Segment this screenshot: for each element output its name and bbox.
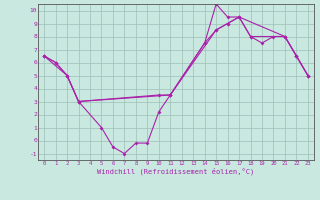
X-axis label: Windchill (Refroidissement éolien,°C): Windchill (Refroidissement éolien,°C) — [97, 168, 255, 175]
